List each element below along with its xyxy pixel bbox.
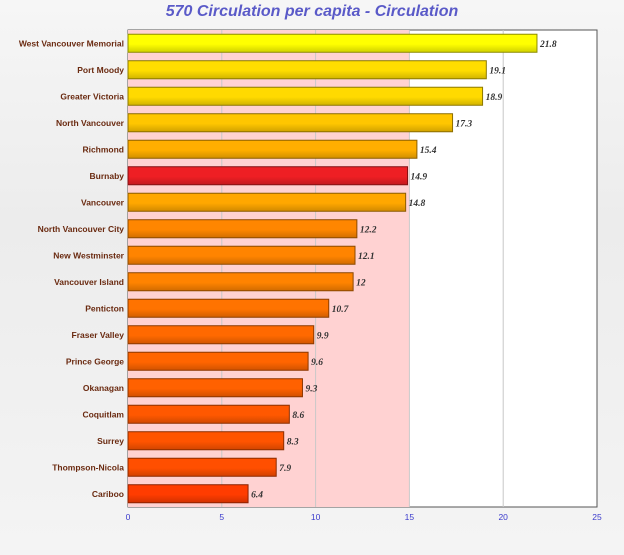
category-label: Surrey [97,436,124,446]
bar [127,113,454,133]
bar [127,404,290,424]
value-label: 6.4 [251,490,263,500]
bar [127,272,354,292]
x-tick-label: 20 [498,512,508,522]
value-label: 8.3 [287,437,299,447]
category-label: Cariboo [92,489,124,499]
bar [127,86,484,106]
value-label: 12.1 [358,252,375,262]
value-label: 9.9 [317,331,329,341]
x-tick-label: 25 [592,512,602,522]
value-label: 14.9 [411,172,428,182]
value-label: 10.7 [332,305,350,315]
bar [127,431,285,451]
category-label: North Vancouver City [38,224,125,234]
bar [127,60,487,80]
bar [127,457,277,477]
value-label: 17.3 [456,119,473,129]
value-label: 12.2 [360,225,377,235]
category-label: New Westminster [53,250,124,260]
bar [127,378,303,398]
category-label: Penticton [85,303,124,313]
category-label: Coquitlam [82,409,124,419]
x-tick-label: 0 [126,512,131,522]
bar [127,245,356,265]
bar [127,298,330,318]
bar [127,166,409,186]
category-label: North Vancouver [56,118,125,128]
category-label: Okanagan [83,383,124,393]
x-tick-label: 5 [219,512,224,522]
category-label: Burnaby [90,171,125,181]
bar [127,219,358,239]
bar [127,325,315,345]
category-label: Greater Victoria [60,91,124,101]
bar [127,484,249,504]
category-label: Vancouver [81,197,125,207]
category-label: Richmond [82,144,124,154]
highlight-band [128,30,410,507]
category-label: Port Moody [77,65,124,75]
bar [127,33,538,53]
value-label: 9.3 [305,384,317,394]
category-label: West Vancouver Memorial [19,38,124,48]
x-tick-label: 10 [311,512,321,522]
value-label: 15.4 [420,146,437,156]
value-label: 8.6 [292,411,304,421]
bar [127,192,407,212]
value-label: 14.8 [409,199,426,209]
category-label: Fraser Valley [72,330,125,340]
value-label: 9.6 [311,358,323,368]
category-label: Prince George [66,356,124,366]
category-label: Vancouver Island [54,277,124,287]
bar [127,139,418,159]
bar [127,351,309,371]
value-label: 21.8 [539,40,557,50]
chart-title: 570 Circulation per capita - Circulation [165,3,459,20]
category-label: Thompson-Nicola [52,462,124,472]
value-label: 7.9 [279,464,291,474]
x-tick-label: 15 [405,512,415,522]
value-label: 19.1 [489,66,506,76]
value-label: 12 [356,278,366,288]
value-label: 18.9 [486,93,503,103]
